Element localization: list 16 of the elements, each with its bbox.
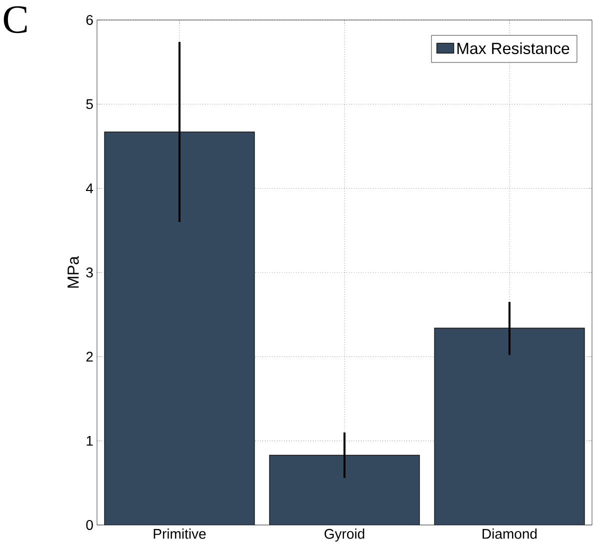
y-tick-label: 5 [86,99,93,110]
text: C [4,6,27,34]
legend-label: Max Resistance [457,42,570,54]
bar [434,328,585,525]
bar [270,455,420,525]
y-tick-label: 6 [86,15,93,25]
y-tick-label: 3 [86,268,93,278]
x-tick-label: Diamond [482,528,537,539]
y-tick-label: 2 [86,352,93,362]
y-tick-label: 4 [86,184,94,194]
y-tick-label: 1 [86,436,93,446]
x-tick-label: Gyroid [324,528,364,542]
bar [104,132,255,525]
y-axis-title: MPa [68,256,79,288]
y-tick-label: 0 [86,520,93,530]
x-tick-label: Primitive [154,528,206,539]
